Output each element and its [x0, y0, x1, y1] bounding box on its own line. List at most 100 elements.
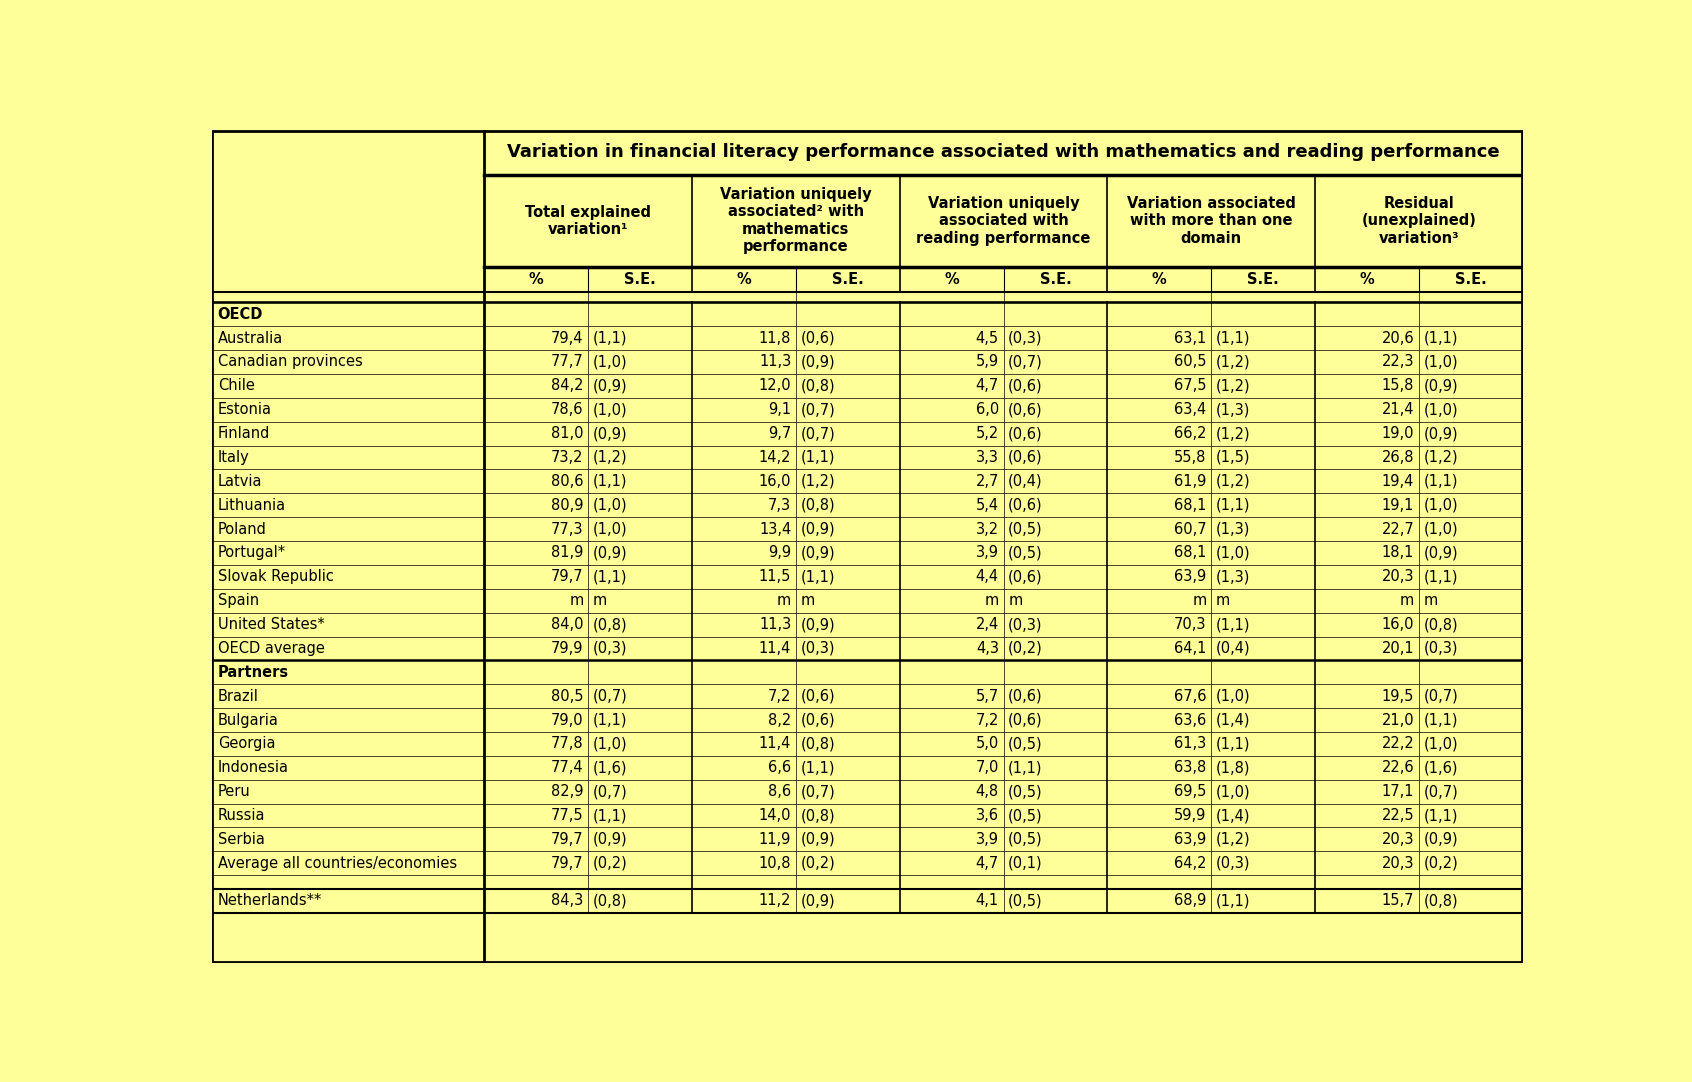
Text: (1,1): (1,1)	[592, 331, 628, 345]
Text: (1,1): (1,1)	[1217, 617, 1250, 632]
Text: (0,8): (0,8)	[1423, 894, 1459, 909]
Text: 79,0: 79,0	[552, 713, 584, 727]
Text: (1,2): (1,2)	[592, 450, 628, 465]
Text: 19,4: 19,4	[1382, 474, 1415, 489]
Text: Residual
(unexplained)
variation³: Residual (unexplained) variation³	[1362, 196, 1477, 246]
Text: 84,0: 84,0	[552, 617, 584, 632]
Text: 22,5: 22,5	[1382, 808, 1415, 823]
Text: (0,2): (0,2)	[1008, 641, 1042, 656]
Text: 8,2: 8,2	[768, 713, 792, 727]
Text: (0,3): (0,3)	[1423, 641, 1459, 656]
Text: 81,0: 81,0	[552, 426, 584, 441]
Text: 26,8: 26,8	[1382, 450, 1415, 465]
Text: 63,1: 63,1	[1174, 331, 1206, 345]
Text: (1,4): (1,4)	[1217, 808, 1250, 823]
Text: Latvia: Latvia	[218, 474, 262, 489]
Text: Variation uniquely
associated² with
mathematics
performance: Variation uniquely associated² with math…	[721, 187, 871, 254]
Text: (1,1): (1,1)	[592, 808, 628, 823]
Text: (0,8): (0,8)	[800, 498, 836, 513]
Text: (0,9): (0,9)	[1423, 426, 1459, 441]
Text: (0,9): (0,9)	[592, 426, 628, 441]
Text: (0,5): (0,5)	[1008, 522, 1042, 537]
Text: United States*: United States*	[218, 617, 325, 632]
Text: Serbia: Serbia	[218, 832, 264, 847]
Text: 22,2: 22,2	[1382, 737, 1415, 751]
Text: (1,0): (1,0)	[592, 522, 628, 537]
Text: 22,6: 22,6	[1382, 761, 1415, 776]
Text: 80,5: 80,5	[552, 688, 584, 703]
Text: (0,2): (0,2)	[1423, 856, 1459, 871]
Text: Australia: Australia	[218, 331, 283, 345]
Text: (1,2): (1,2)	[1217, 379, 1250, 394]
Text: Bulgaria: Bulgaria	[218, 713, 279, 727]
Text: 22,3: 22,3	[1382, 355, 1415, 369]
Text: 3,6: 3,6	[976, 808, 998, 823]
Text: 60,7: 60,7	[1174, 522, 1206, 537]
Text: 2,7: 2,7	[976, 474, 998, 489]
Text: (0,6): (0,6)	[800, 688, 836, 703]
Text: (1,1): (1,1)	[1423, 331, 1459, 345]
Text: (1,0): (1,0)	[592, 355, 628, 369]
Text: (0,6): (0,6)	[1008, 498, 1042, 513]
Text: 20,6: 20,6	[1382, 331, 1415, 345]
Text: (0,8): (0,8)	[800, 379, 836, 394]
Text: (1,1): (1,1)	[592, 474, 628, 489]
Text: (0,9): (0,9)	[800, 617, 836, 632]
Text: (0,1): (0,1)	[1008, 856, 1042, 871]
Text: (1,0): (1,0)	[592, 737, 628, 751]
Text: m: m	[1399, 593, 1415, 608]
Text: 81,9: 81,9	[552, 545, 584, 560]
Text: 7,3: 7,3	[768, 498, 792, 513]
Text: 79,7: 79,7	[552, 569, 584, 584]
Text: 14,2: 14,2	[758, 450, 792, 465]
Text: Lithuania: Lithuania	[218, 498, 286, 513]
Text: (0,7): (0,7)	[800, 403, 836, 418]
Text: 11,3: 11,3	[760, 355, 792, 369]
Text: m: m	[1193, 593, 1206, 608]
Text: (0,8): (0,8)	[1423, 617, 1459, 632]
Text: (1,1): (1,1)	[800, 569, 834, 584]
Text: (1,0): (1,0)	[1423, 403, 1459, 418]
Text: %: %	[736, 272, 751, 287]
Text: 14,0: 14,0	[758, 808, 792, 823]
Text: Portugal*: Portugal*	[218, 545, 286, 560]
Text: 68,1: 68,1	[1174, 498, 1206, 513]
Text: m: m	[592, 593, 607, 608]
Text: (1,2): (1,2)	[1217, 426, 1250, 441]
Text: Canadian provinces: Canadian provinces	[218, 355, 362, 369]
Text: Chile: Chile	[218, 379, 254, 394]
Text: (0,8): (0,8)	[592, 617, 628, 632]
Text: (1,3): (1,3)	[1217, 403, 1250, 418]
Text: (0,6): (0,6)	[800, 713, 836, 727]
Text: 73,2: 73,2	[552, 450, 584, 465]
Text: (1,3): (1,3)	[1217, 569, 1250, 584]
Text: 4,7: 4,7	[976, 856, 998, 871]
Text: 5,0: 5,0	[976, 737, 998, 751]
Text: (1,1): (1,1)	[1217, 331, 1250, 345]
Text: (1,1): (1,1)	[1217, 498, 1250, 513]
Text: 8,6: 8,6	[768, 784, 792, 800]
Text: 66,2: 66,2	[1174, 426, 1206, 441]
Text: 9,1: 9,1	[768, 403, 792, 418]
Text: 63,4: 63,4	[1174, 403, 1206, 418]
Text: %: %	[1152, 272, 1167, 287]
Text: 19,5: 19,5	[1382, 688, 1415, 703]
Text: 4,1: 4,1	[976, 894, 998, 909]
Text: 67,5: 67,5	[1174, 379, 1206, 394]
Text: 78,6: 78,6	[552, 403, 584, 418]
Text: 4,4: 4,4	[976, 569, 998, 584]
Text: (1,1): (1,1)	[800, 450, 834, 465]
Text: %: %	[944, 272, 959, 287]
Text: OECD: OECD	[218, 307, 262, 321]
Text: 3,3: 3,3	[976, 450, 998, 465]
Text: (1,0): (1,0)	[1423, 522, 1459, 537]
Text: (1,0): (1,0)	[1423, 737, 1459, 751]
Text: m: m	[985, 593, 998, 608]
Text: (0,9): (0,9)	[592, 379, 628, 394]
Text: (0,9): (0,9)	[800, 355, 836, 369]
Text: 15,8: 15,8	[1382, 379, 1415, 394]
Text: (0,7): (0,7)	[592, 784, 628, 800]
Text: (1,5): (1,5)	[1217, 450, 1250, 465]
Text: (0,9): (0,9)	[800, 832, 836, 847]
Text: (1,0): (1,0)	[1217, 784, 1250, 800]
